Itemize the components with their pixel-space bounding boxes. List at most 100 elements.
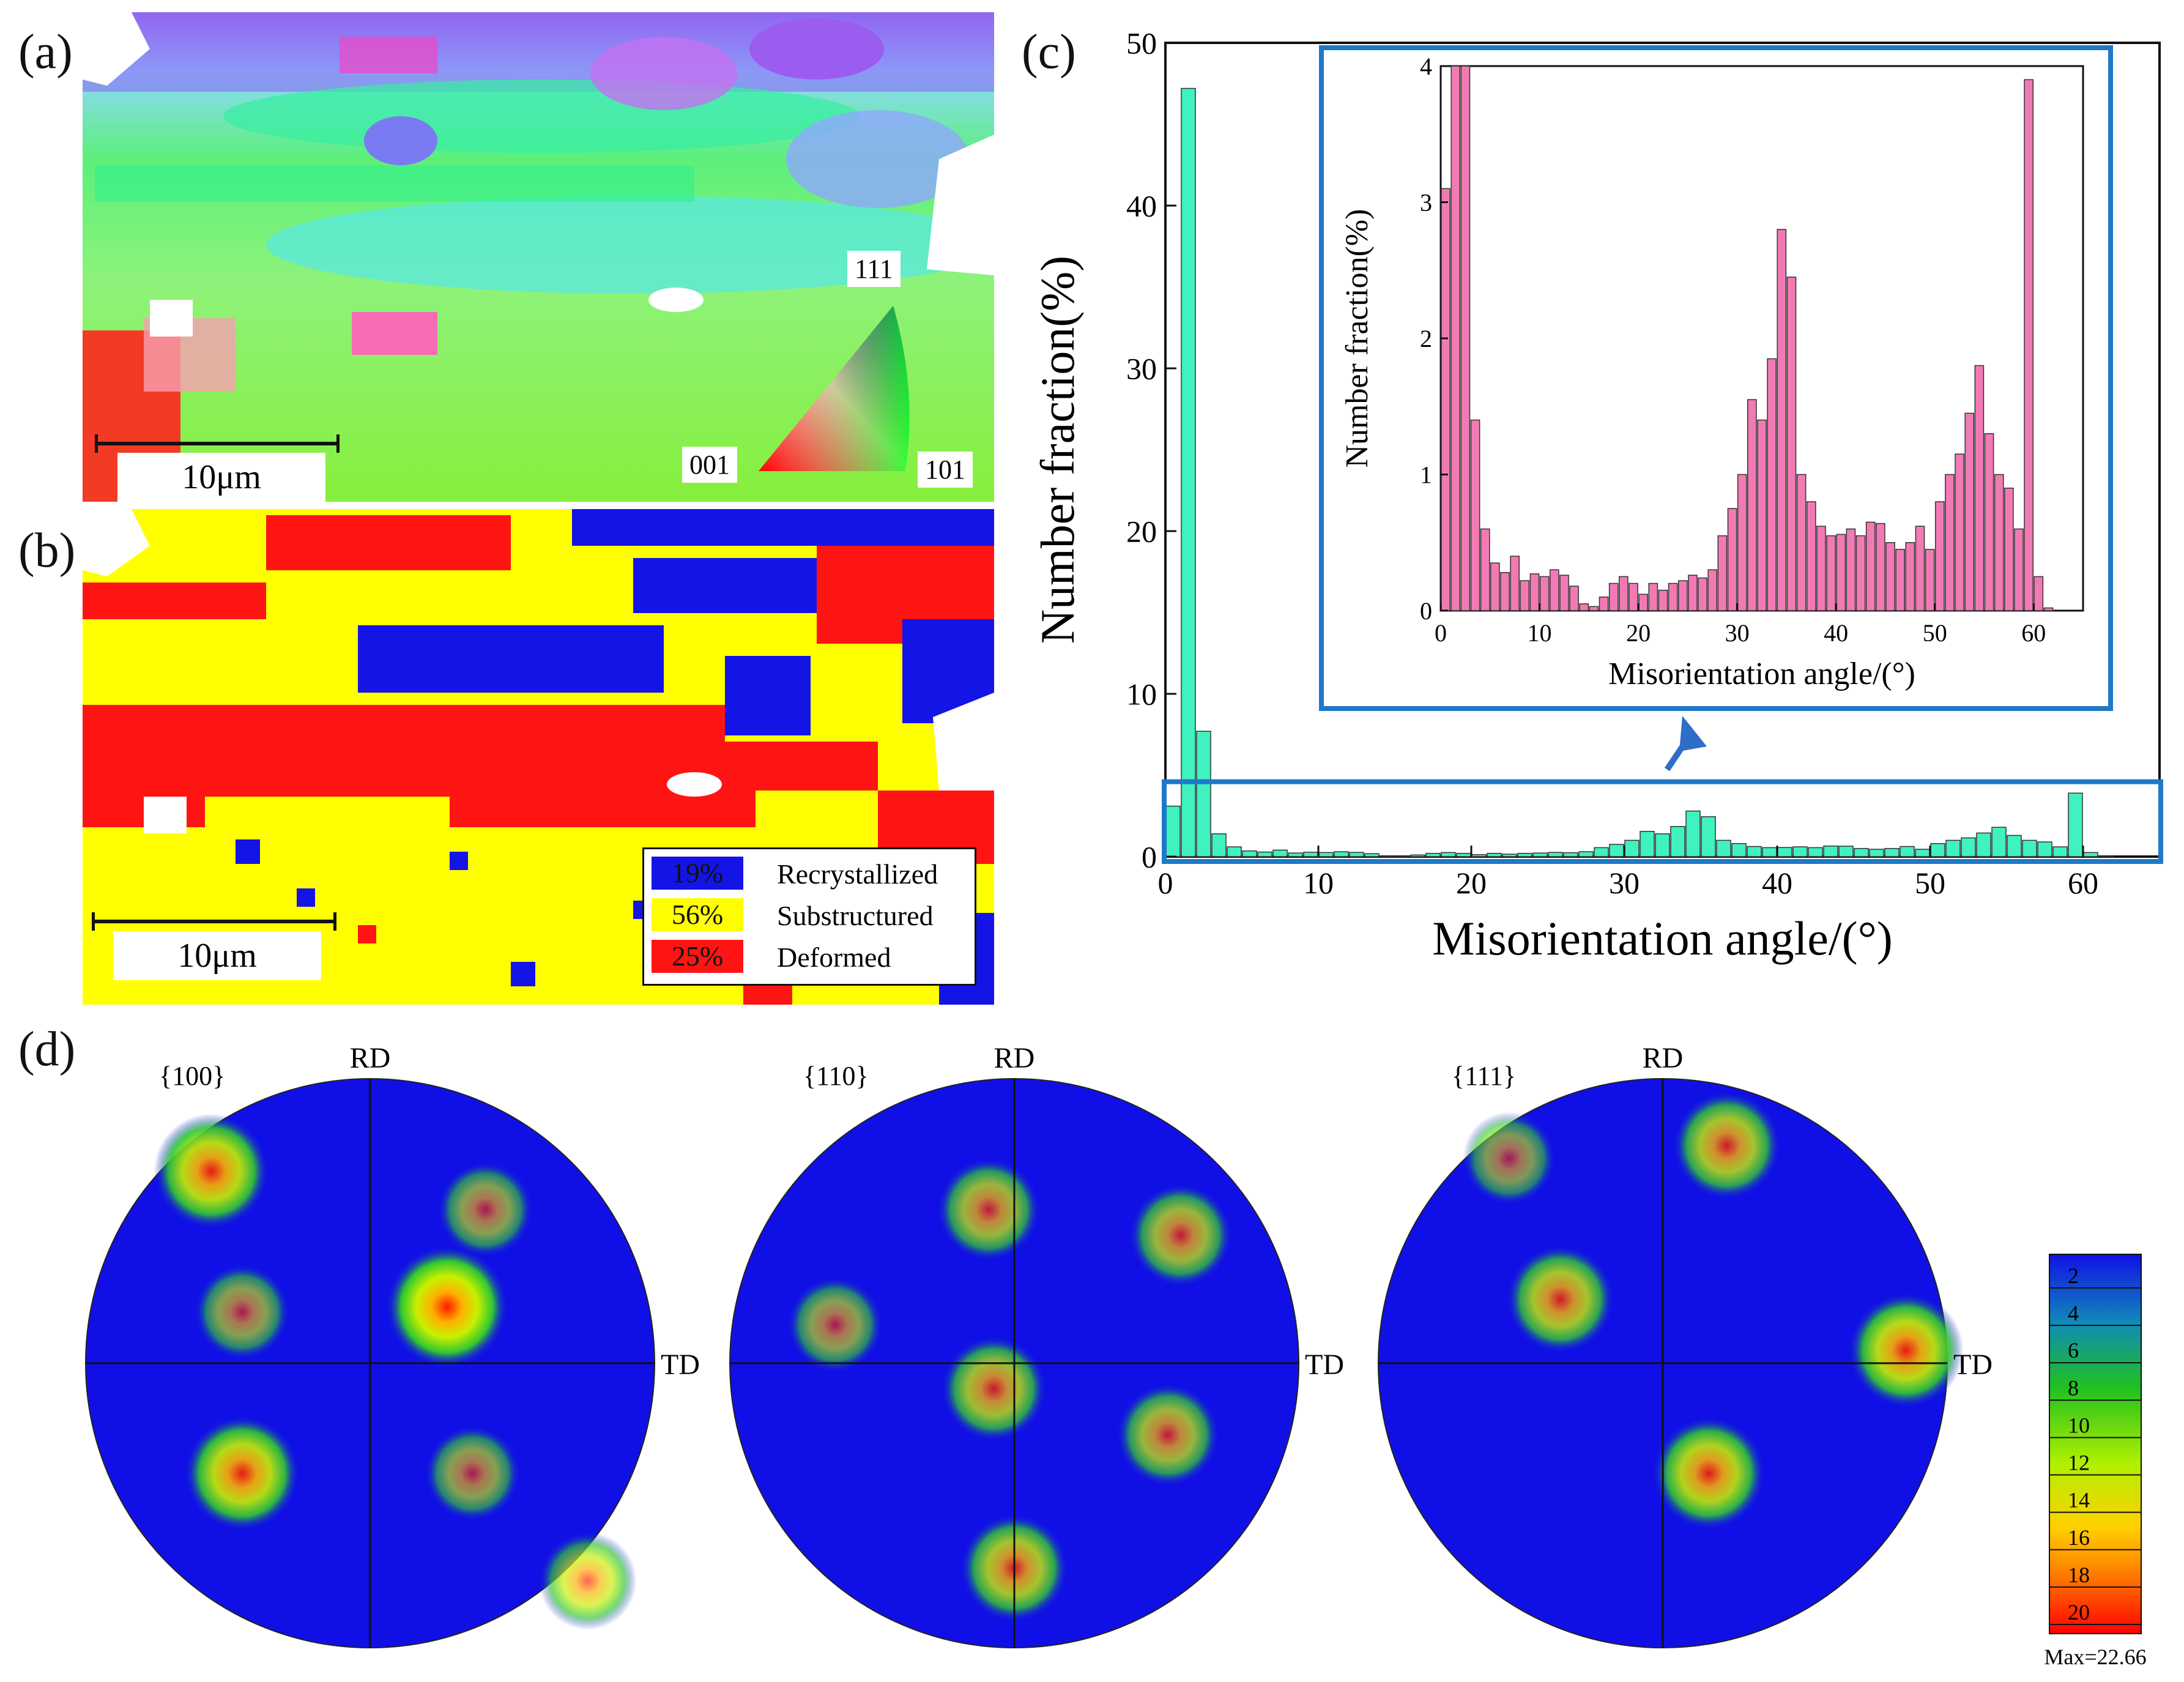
main-bar	[2068, 792, 2083, 857]
inset-bar	[1796, 474, 1807, 611]
main-bar	[2098, 855, 2114, 857]
main-bar	[1838, 846, 1854, 857]
inset-bar	[1934, 501, 1945, 611]
inset-bar	[1648, 582, 1658, 611]
main-bar	[1380, 855, 1395, 857]
inset-bar	[1757, 419, 1767, 611]
main-bar	[1945, 839, 1961, 857]
inset-bar	[1677, 580, 1688, 611]
main-bar	[1288, 852, 1303, 857]
inset-bar	[1470, 419, 1480, 611]
inset-bar	[2004, 488, 2014, 611]
inset-bar	[1945, 474, 1955, 611]
inset-bar	[1559, 575, 1569, 611]
inset-y-tick-label: 1	[1420, 461, 1432, 489]
main-bar	[2022, 839, 2037, 857]
inset-bar	[1539, 576, 1550, 611]
inset-bar	[1747, 399, 1757, 611]
inset-bar	[1964, 412, 1975, 611]
main-x-tick-label: 20	[1456, 866, 1487, 900]
main-bar	[1685, 810, 1701, 857]
main-bar	[1364, 853, 1380, 857]
pole-density-spot	[1848, 1293, 1964, 1408]
scale-bar-a-label: 10μm	[117, 453, 325, 502]
inset-x-tick-label: 0	[1435, 619, 1447, 647]
inset-bar	[1865, 521, 1876, 611]
legend-swatch-substructured: 56%	[652, 898, 743, 931]
inset-bar	[1520, 580, 1530, 611]
colorbar	[2049, 1254, 2142, 1634]
scale-bar-b-tick-left	[92, 912, 95, 931]
main-bar	[1532, 852, 1548, 857]
legend-label-recrystallized: Recrystallized	[777, 858, 938, 890]
inset-bar	[1717, 535, 1728, 611]
inset-bar	[1915, 526, 1925, 611]
pole-density-spot	[154, 1114, 269, 1229]
main-bar	[1640, 831, 1655, 857]
inset-x-tick-label: 20	[1626, 619, 1651, 647]
inset-bar	[1885, 542, 1895, 611]
main-y-tick-label: 10	[1126, 677, 1157, 712]
legend-label-substructured: Substructured	[777, 900, 934, 931]
inset-bar	[1786, 277, 1797, 611]
main-bar	[1303, 852, 1318, 857]
main-bar	[1410, 854, 1425, 857]
main-bar	[1823, 845, 1838, 857]
main-bar	[1961, 837, 1976, 857]
colorbar-tick-label: 4	[2068, 1301, 2079, 1325]
inset-bar	[1806, 501, 1816, 611]
inset-bar	[1510, 556, 1520, 611]
inset-bar	[1925, 549, 1935, 611]
inset-bar	[1658, 589, 1668, 611]
main-bar	[1456, 852, 1471, 857]
inset-bar	[1727, 508, 1737, 611]
colorbar-tick-label: 10	[2068, 1413, 2090, 1437]
ipf-key-label-101: 101	[918, 452, 973, 488]
main-bar	[1441, 852, 1456, 857]
main-bar	[1349, 852, 1364, 857]
inset-bar	[1737, 474, 1747, 611]
colorbar-tick-label: 16	[2068, 1525, 2090, 1550]
ipf-map-graphic	[83, 12, 994, 502]
inset-bar	[1490, 562, 1500, 611]
main-bar	[1900, 846, 1915, 857]
pole-density-spot	[194, 1264, 290, 1360]
pole-density-spot	[1116, 1383, 1220, 1487]
inset-x-tick-label: 30	[1725, 619, 1750, 647]
main-x-tick-label: 60	[2068, 866, 2098, 900]
main-y-tick-label: 0	[1142, 840, 1157, 874]
main-bar	[1471, 854, 1487, 857]
legend-row-deformed: 25% Deformed	[652, 940, 964, 975]
main-y-tick-label: 30	[1126, 352, 1157, 386]
main-bar	[2007, 835, 2022, 857]
pole-density-spot	[1462, 1112, 1556, 1205]
ipf-color-key-triangle	[759, 306, 910, 471]
main-bar	[1655, 833, 1670, 857]
inset-bar	[1608, 582, 1619, 611]
ipf-key-label-111: 111	[847, 251, 901, 287]
zoom-region-box	[1162, 779, 2163, 864]
inset-x-tick-label: 60	[2021, 619, 2046, 647]
main-bar	[1991, 827, 2007, 857]
colorbar-tick-label: 6	[2068, 1338, 2079, 1363]
main-bar	[1487, 852, 1502, 857]
main-bar	[1930, 843, 1945, 857]
inset-bar	[1460, 65, 1471, 611]
inset-bar	[1579, 603, 1589, 611]
pole-figure-plane-label: {110}	[803, 1061, 869, 1091]
inset-bar	[1905, 542, 1915, 611]
main-bar	[1624, 839, 1640, 857]
inset-bar	[1876, 523, 1885, 611]
inset-x-tick-label: 40	[1824, 619, 1848, 647]
main-bar	[1578, 851, 1594, 857]
inset-bar	[1707, 569, 1718, 611]
legend-swatch-deformed: 25%	[652, 940, 743, 973]
main-bar	[1181, 87, 1196, 857]
main-y-tick-label: 40	[1126, 189, 1157, 223]
main-bar	[2083, 852, 2098, 857]
main-bar	[1272, 849, 1288, 857]
inset-bar	[1549, 569, 1559, 611]
colorbar-tick-label: 8	[2068, 1375, 2079, 1400]
inset-bar	[1569, 586, 1579, 611]
inset-bar	[1994, 474, 2004, 611]
